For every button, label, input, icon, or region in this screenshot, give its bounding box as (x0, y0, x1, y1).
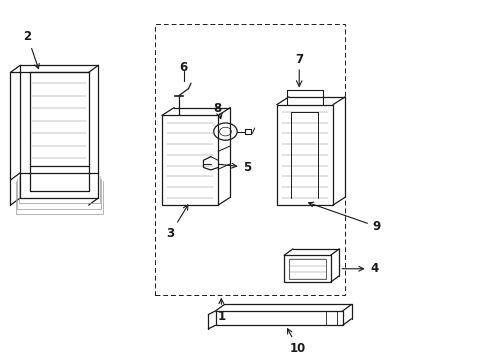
Bar (277, 105, 333, 205)
Bar (155, 24, 345, 295)
Text: 8: 8 (213, 102, 221, 115)
Text: 2: 2 (24, 30, 39, 69)
Text: 6: 6 (179, 60, 188, 73)
Bar (216, 311, 343, 325)
Bar (289, 259, 326, 279)
Bar (284, 255, 331, 282)
Text: 9: 9 (309, 202, 381, 233)
Text: 7: 7 (295, 53, 303, 66)
Bar (162, 116, 218, 205)
Text: 4: 4 (342, 262, 379, 275)
Text: 3: 3 (167, 205, 188, 240)
Text: 1: 1 (217, 299, 225, 323)
Text: 10: 10 (288, 329, 306, 355)
Text: 5: 5 (219, 161, 251, 174)
